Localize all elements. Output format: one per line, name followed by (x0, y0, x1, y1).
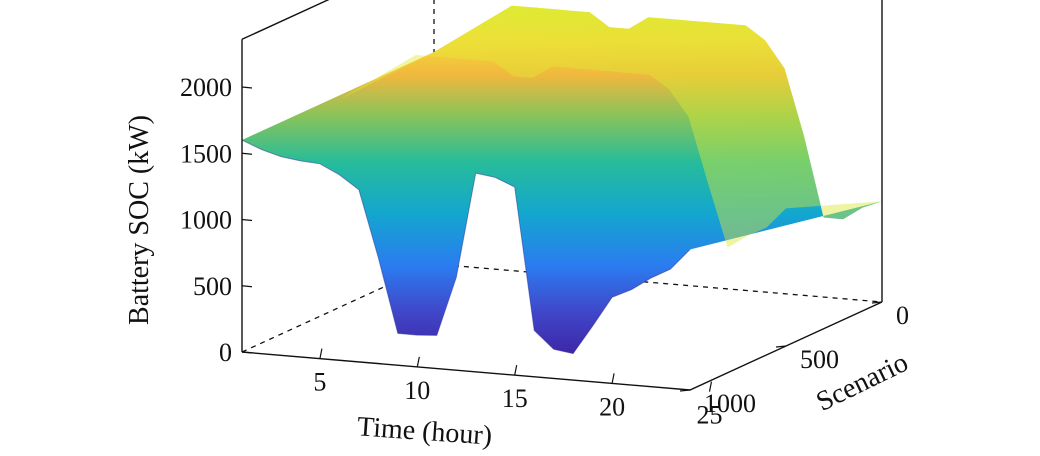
x-tick (514, 365, 518, 376)
x-tick (416, 356, 420, 367)
x-tick-label: 5 (313, 368, 326, 397)
z-tick-label: 1500 (180, 139, 232, 168)
x-tick-label: 20 (599, 392, 625, 421)
z-tick (241, 351, 253, 354)
y-tick (775, 345, 787, 348)
x-tick (611, 373, 615, 384)
surface-front-edge (241, 139, 691, 355)
x-tick-label: 25 (696, 401, 722, 430)
y-tick (679, 389, 691, 392)
z-axis-title: Battery SOC (kW) (124, 115, 155, 325)
z-tick (241, 218, 253, 222)
z-tick-label: 500 (193, 272, 232, 301)
top-box-edges (241, 0, 883, 302)
z-tick (241, 152, 253, 155)
z-tick (241, 86, 253, 89)
soc-surface (241, 5, 882, 355)
x-tick (319, 348, 323, 359)
y-tick-label: 1000 (704, 389, 756, 418)
y-tick-label: 500 (800, 345, 839, 374)
surface-plateau (338, 5, 882, 248)
x-tick-label: 10 (404, 376, 430, 405)
hidden-edge (433, 263, 883, 303)
axis-ticks: 0 500 1000 1500 2000 5 10 15 20 25 0 500 1000 (180, 73, 909, 430)
x-axis-title: Time (hour) (356, 411, 493, 451)
z-tick (241, 285, 253, 288)
x-tick (708, 381, 713, 392)
x-tick-label: 15 (502, 384, 528, 413)
y-tick (871, 301, 883, 304)
z-tick-label: 0 (219, 338, 232, 367)
z-tick-label: 2000 (180, 73, 232, 102)
z-tick-label: 1000 (180, 206, 232, 235)
y-tick-label: 0 (896, 301, 909, 330)
